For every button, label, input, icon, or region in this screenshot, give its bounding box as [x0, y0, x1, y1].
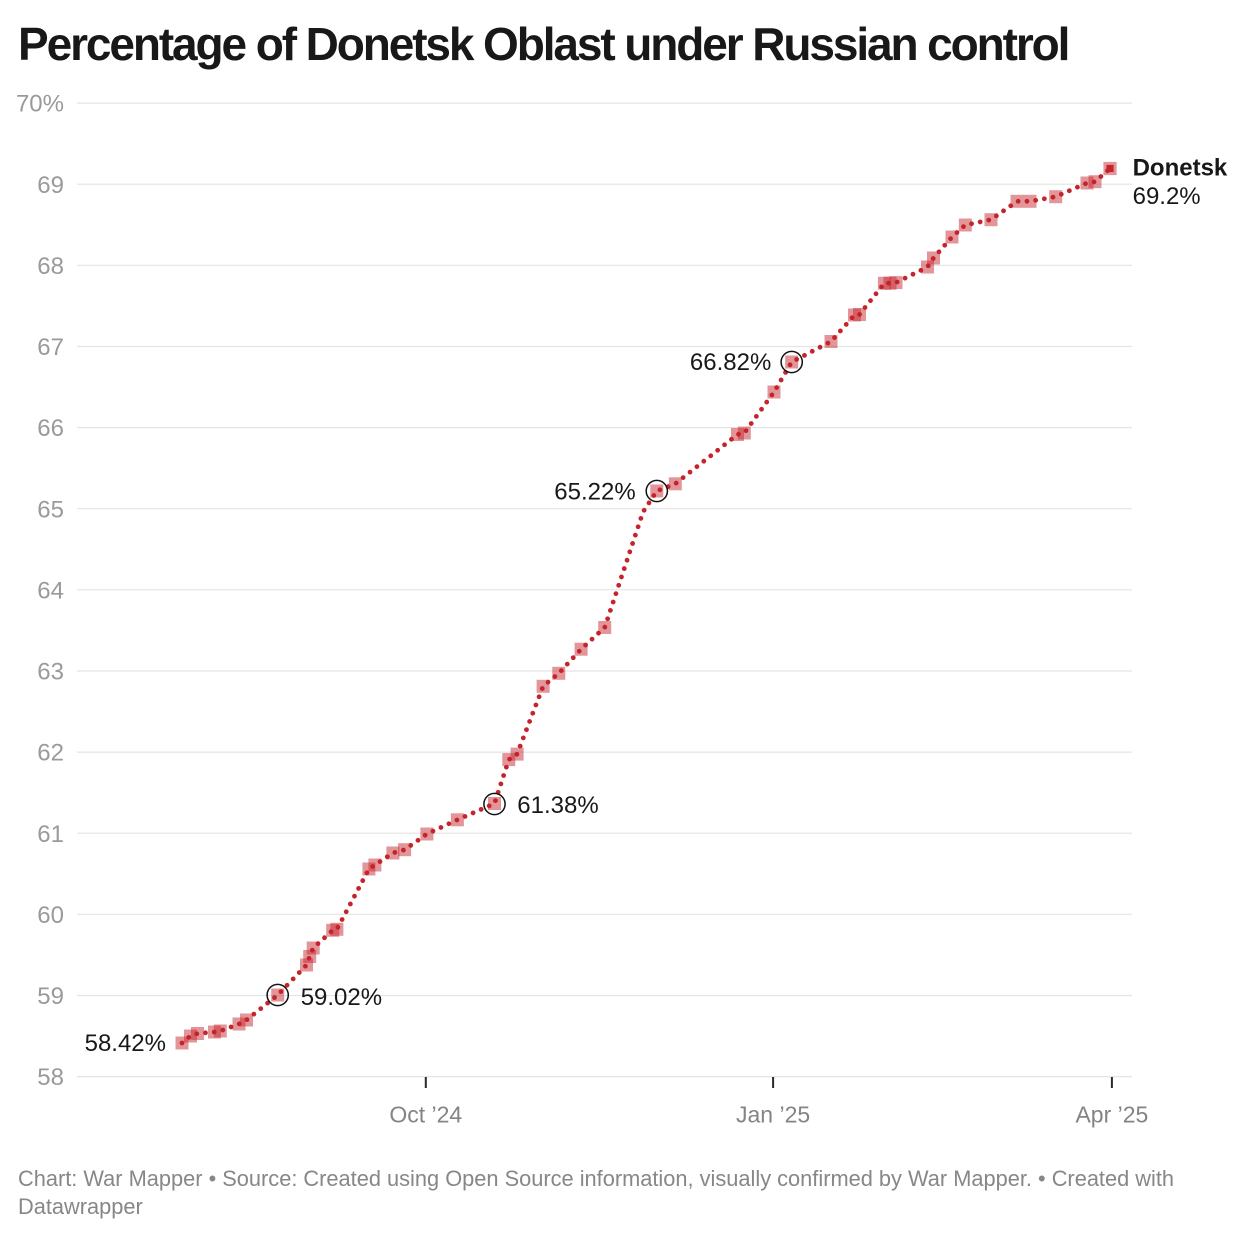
svg-text:63: 63	[37, 659, 64, 686]
svg-text:67: 67	[37, 334, 64, 361]
svg-text:65.22%: 65.22%	[554, 479, 635, 506]
svg-text:Percentage of Donetsk Oblast u: Percentage of Donetsk Oblast under Russi…	[18, 18, 1068, 70]
svg-text:70%: 70%	[16, 91, 64, 118]
svg-text:69.2%: 69.2%	[1133, 183, 1201, 210]
svg-text:66.82%: 66.82%	[690, 349, 771, 376]
svg-text:60: 60	[37, 902, 64, 929]
svg-text:62: 62	[37, 740, 64, 767]
svg-text:59.02%: 59.02%	[301, 984, 382, 1011]
svg-text:Apr ’25: Apr ’25	[1075, 1102, 1148, 1128]
svg-text:Datawrapper: Datawrapper	[18, 1194, 143, 1219]
svg-text:65: 65	[37, 496, 64, 523]
svg-text:61: 61	[37, 821, 64, 848]
svg-text:69: 69	[37, 172, 64, 199]
svg-text:Jan ’25: Jan ’25	[736, 1102, 810, 1128]
svg-text:Donetsk: Donetsk	[1133, 155, 1228, 182]
svg-text:64: 64	[37, 577, 64, 604]
svg-text:61.38%: 61.38%	[517, 792, 598, 819]
svg-text:Chart: War Mapper • Source: Cr: Chart: War Mapper • Source: Created usin…	[18, 1166, 1174, 1191]
svg-text:58: 58	[37, 1064, 64, 1091]
svg-text:58.42%: 58.42%	[85, 1030, 166, 1057]
svg-text:59: 59	[37, 983, 64, 1010]
svg-text:66: 66	[37, 415, 64, 442]
svg-text:Oct ’24: Oct ’24	[389, 1102, 462, 1128]
svg-text:68: 68	[37, 253, 64, 280]
